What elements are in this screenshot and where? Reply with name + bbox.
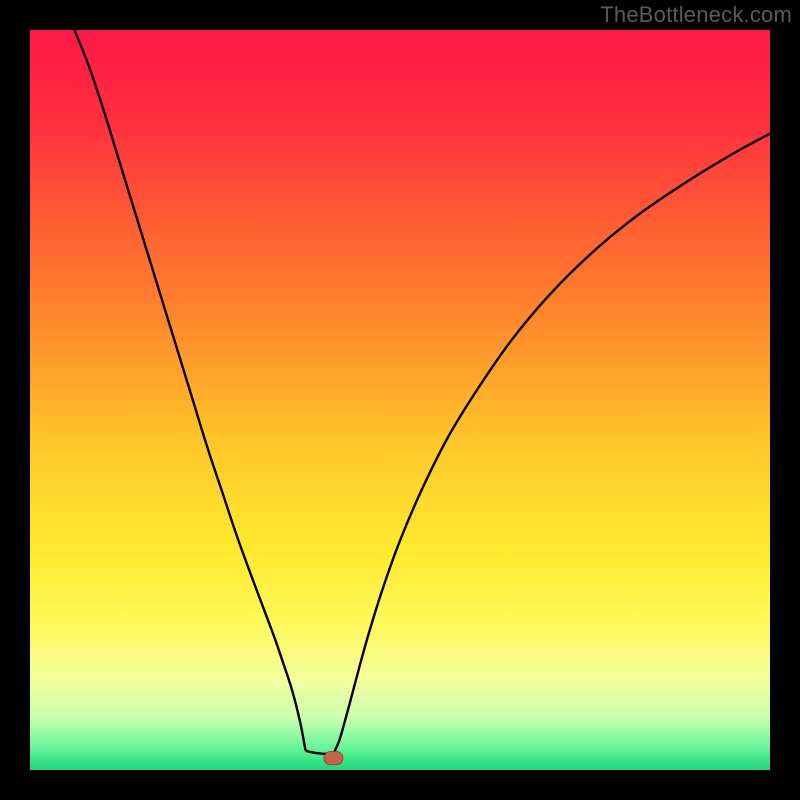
watermark-text: TheBottleneck.com bbox=[600, 2, 792, 28]
optimum-marker bbox=[324, 752, 343, 765]
plot-background bbox=[30, 30, 770, 770]
bottleneck-chart bbox=[0, 0, 800, 800]
chart-stage: TheBottleneck.com bbox=[0, 0, 800, 800]
